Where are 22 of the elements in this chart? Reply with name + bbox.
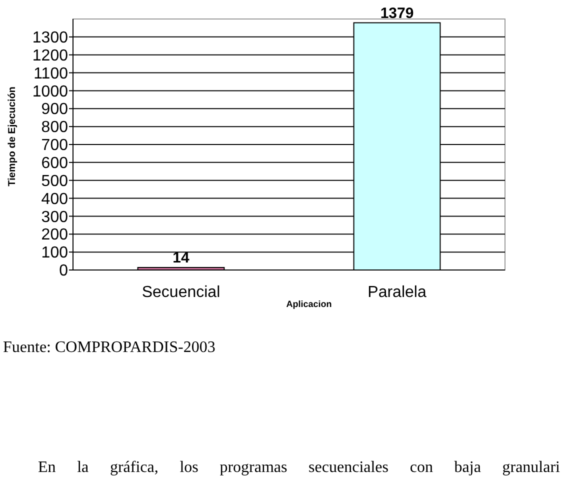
- y-tick-label: 700: [41, 137, 68, 154]
- y-tick-label: 600: [41, 155, 68, 172]
- text: En la gráfica, los programas secuenciales con baja granulari: [38, 459, 561, 476]
- x-axis-title: Aplicacion: [286, 299, 332, 309]
- y-tick-label: 1200: [32, 47, 68, 64]
- x-tick-label: Paralela: [368, 284, 426, 301]
- y-tick-label: 900: [41, 101, 68, 118]
- y-tick-label: 1100: [34, 65, 68, 82]
- y-tick-label: 800: [41, 119, 68, 136]
- y-tick-label: 100: [41, 244, 68, 262]
- y-tick-label: 300: [41, 208, 68, 226]
- data-label: 1379: [380, 4, 414, 22]
- y-tick-label: 0: [59, 262, 68, 280]
- y-tick-label: 400: [41, 190, 68, 208]
- data-label: 14: [172, 249, 190, 266]
- y-tick-label: 1300: [32, 30, 68, 47]
- y-axis-title: Tiempo de Ejecución: [7, 86, 18, 186]
- y-tick-label: 500: [41, 172, 68, 190]
- y-tick-label: 1000: [32, 83, 68, 100]
- y-tick-label: 200: [41, 226, 68, 244]
- x-tick-label: Secuencial: [142, 284, 220, 301]
- source-note: Fuente: COMPROPARDIS-2003: [3, 339, 216, 356]
